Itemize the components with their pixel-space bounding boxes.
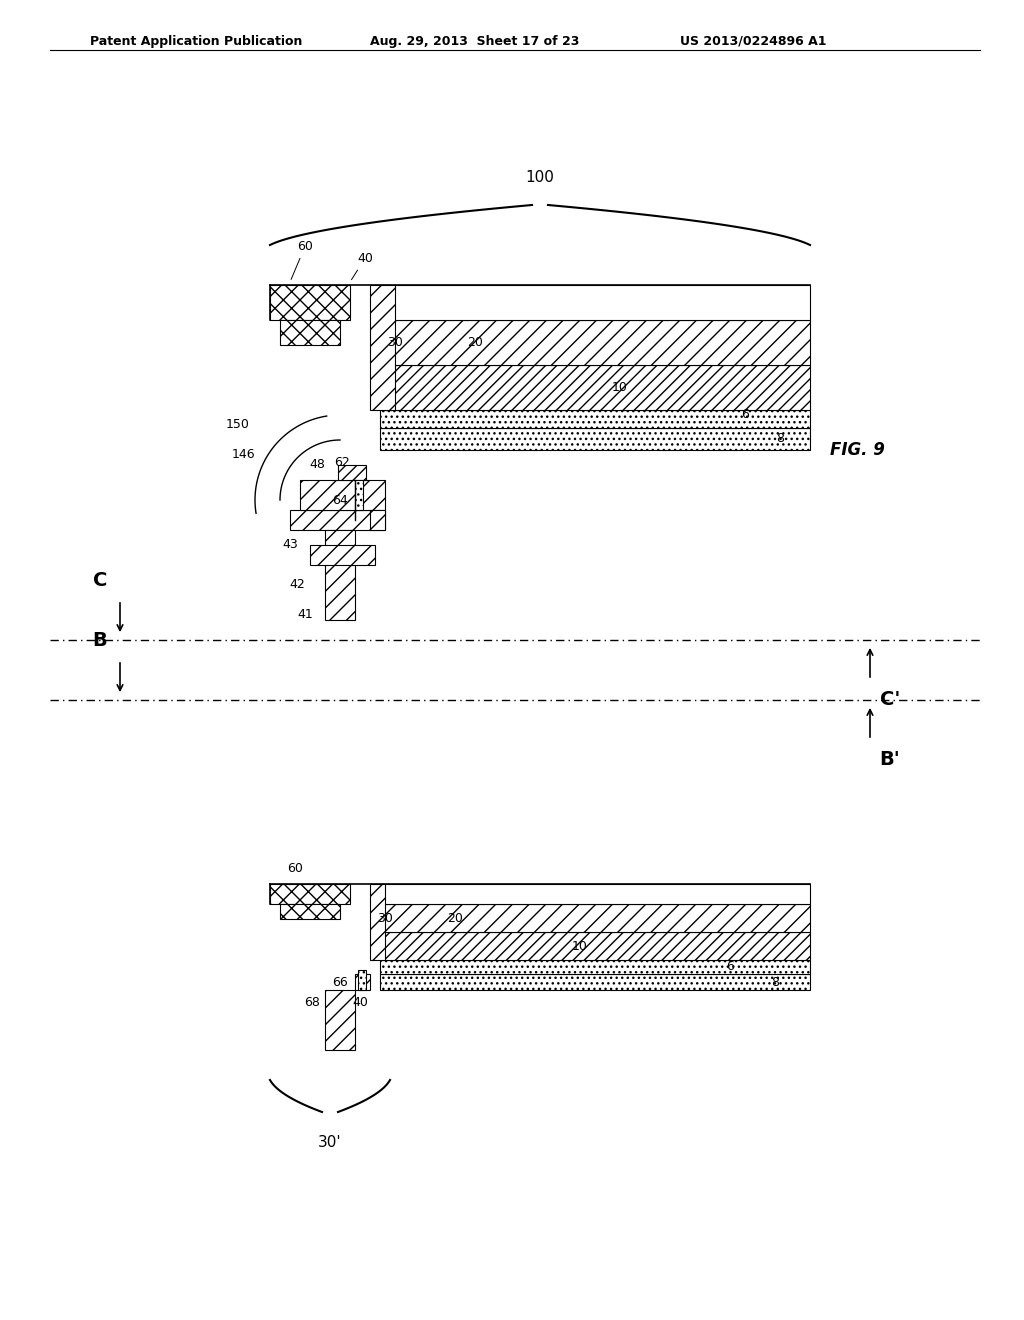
Text: 146: 146	[231, 449, 255, 462]
Text: 64: 64	[332, 494, 348, 507]
Text: 8: 8	[771, 975, 779, 989]
Bar	[325, 531, 355, 620]
Text: 66: 66	[332, 975, 348, 989]
Bar	[280, 319, 340, 345]
Bar	[380, 904, 810, 932]
Text: 30: 30	[377, 912, 393, 924]
Bar	[380, 366, 810, 411]
Text: 10: 10	[572, 940, 588, 953]
Bar	[370, 884, 385, 960]
Bar	[370, 285, 395, 411]
Bar	[370, 510, 385, 531]
Bar	[355, 480, 362, 510]
Text: C: C	[93, 572, 108, 590]
Text: 60: 60	[291, 240, 313, 280]
Bar	[380, 960, 810, 974]
Text: B': B'	[880, 750, 900, 770]
Bar	[380, 974, 810, 990]
Bar	[280, 904, 340, 919]
Text: 20: 20	[447, 912, 463, 924]
Text: 150: 150	[226, 418, 250, 432]
Text: 41: 41	[297, 609, 313, 622]
Text: B: B	[92, 631, 108, 649]
Bar	[380, 884, 810, 904]
Bar	[380, 285, 810, 319]
Bar	[380, 411, 810, 428]
Text: Aug. 29, 2013  Sheet 17 of 23: Aug. 29, 2013 Sheet 17 of 23	[370, 36, 580, 48]
Text: 6: 6	[741, 408, 749, 421]
Text: 20: 20	[467, 337, 483, 348]
Text: 10: 10	[612, 381, 628, 393]
Bar	[270, 884, 350, 904]
Text: 8: 8	[776, 433, 784, 446]
Bar	[338, 465, 366, 480]
Bar	[325, 990, 355, 1049]
Bar	[355, 974, 370, 990]
Bar	[270, 285, 350, 319]
Text: 60: 60	[287, 862, 303, 875]
Text: 43: 43	[283, 539, 298, 552]
Text: 100: 100	[525, 170, 554, 185]
Bar	[290, 510, 385, 531]
Bar	[380, 428, 810, 450]
Text: 40: 40	[352, 995, 368, 1008]
Text: Patent Application Publication: Patent Application Publication	[90, 36, 302, 48]
Text: FIG. 9: FIG. 9	[830, 441, 885, 459]
Text: US 2013/0224896 A1: US 2013/0224896 A1	[680, 36, 826, 48]
Text: 42: 42	[289, 578, 305, 591]
Bar	[300, 480, 385, 510]
Bar	[380, 932, 810, 960]
Text: 62: 62	[334, 455, 350, 469]
Bar	[380, 319, 810, 366]
Bar	[358, 970, 366, 990]
Text: 40: 40	[351, 252, 373, 280]
Text: 68: 68	[304, 995, 319, 1008]
Bar	[310, 545, 375, 565]
Text: 30': 30'	[318, 1135, 342, 1150]
Text: 30: 30	[387, 337, 402, 348]
Text: C': C'	[880, 690, 900, 709]
Text: 6: 6	[726, 961, 734, 974]
Text: 48: 48	[309, 458, 325, 471]
